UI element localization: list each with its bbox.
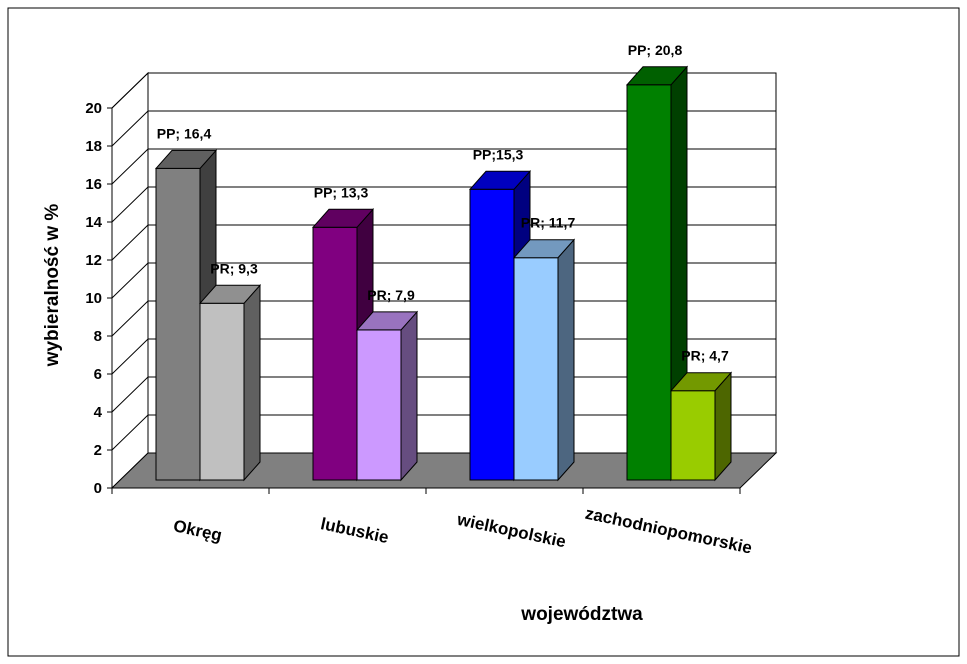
y-axis-title: wybieralność w %	[42, 204, 63, 368]
y-tick-label: 12	[85, 252, 102, 269]
x-axis	[111, 487, 741, 494]
y-axis: 0 2 4 6 8 10 12 14 16 18 20	[85, 100, 113, 497]
bar-side	[557, 238, 575, 482]
bar-front	[626, 84, 672, 481]
bar-top	[468, 170, 532, 190]
gridline	[111, 148, 776, 185]
y-tick-label: 14	[85, 214, 102, 231]
bar-front	[356, 329, 402, 481]
bar-top	[512, 239, 576, 259]
gridline	[111, 110, 776, 147]
data-label: PR; 7,9	[367, 287, 415, 303]
gridline	[111, 72, 776, 109]
y-tick-label: 8	[94, 328, 102, 345]
bar-front	[312, 226, 358, 481]
y-tick-label: 10	[85, 290, 102, 307]
data-label: PR; 4,7	[681, 348, 729, 364]
y-tick-label: 18	[85, 138, 102, 155]
bar	[198, 283, 262, 482]
y-tick-label: 6	[94, 366, 102, 383]
bar-top	[154, 149, 218, 169]
y-tick-label: 4	[94, 404, 103, 421]
gridline	[111, 186, 776, 223]
bar-top	[198, 284, 262, 304]
data-label: PP;15,3	[473, 146, 524, 162]
y-tick-label: 0	[94, 480, 102, 497]
bars	[154, 65, 733, 482]
bar-side	[714, 371, 732, 482]
bar-front	[469, 188, 515, 481]
bar-front	[670, 390, 716, 481]
bar	[355, 310, 419, 482]
bar-top	[669, 372, 733, 392]
gridline	[111, 224, 776, 261]
bar-side	[243, 283, 261, 482]
bar-front	[513, 257, 559, 481]
y-tick-label: 16	[85, 176, 102, 193]
data-label: PP; 13,3	[314, 184, 369, 200]
y-tick-label: 20	[85, 100, 102, 117]
data-label: PP; 16,4	[157, 125, 212, 141]
bar-front	[199, 302, 245, 481]
x-axis-title: województwa	[520, 604, 643, 625]
bar-side	[400, 310, 418, 482]
data-label: PP; 20,8	[628, 42, 683, 58]
y-tick-label: 2	[94, 442, 102, 459]
data-labels: PP; 16,4 PR; 9,3 PP; 13,3 PR; 7,9 PP;15,3 PR;…	[157, 42, 729, 364]
bar-top	[355, 311, 419, 331]
bar-top	[311, 208, 375, 228]
bar	[669, 371, 733, 482]
data-label: PR; 11,7	[521, 215, 576, 231]
bar-top	[625, 66, 689, 86]
data-label: PR; 9,3	[210, 260, 258, 276]
bar	[512, 238, 576, 482]
bar-front	[155, 167, 201, 481]
